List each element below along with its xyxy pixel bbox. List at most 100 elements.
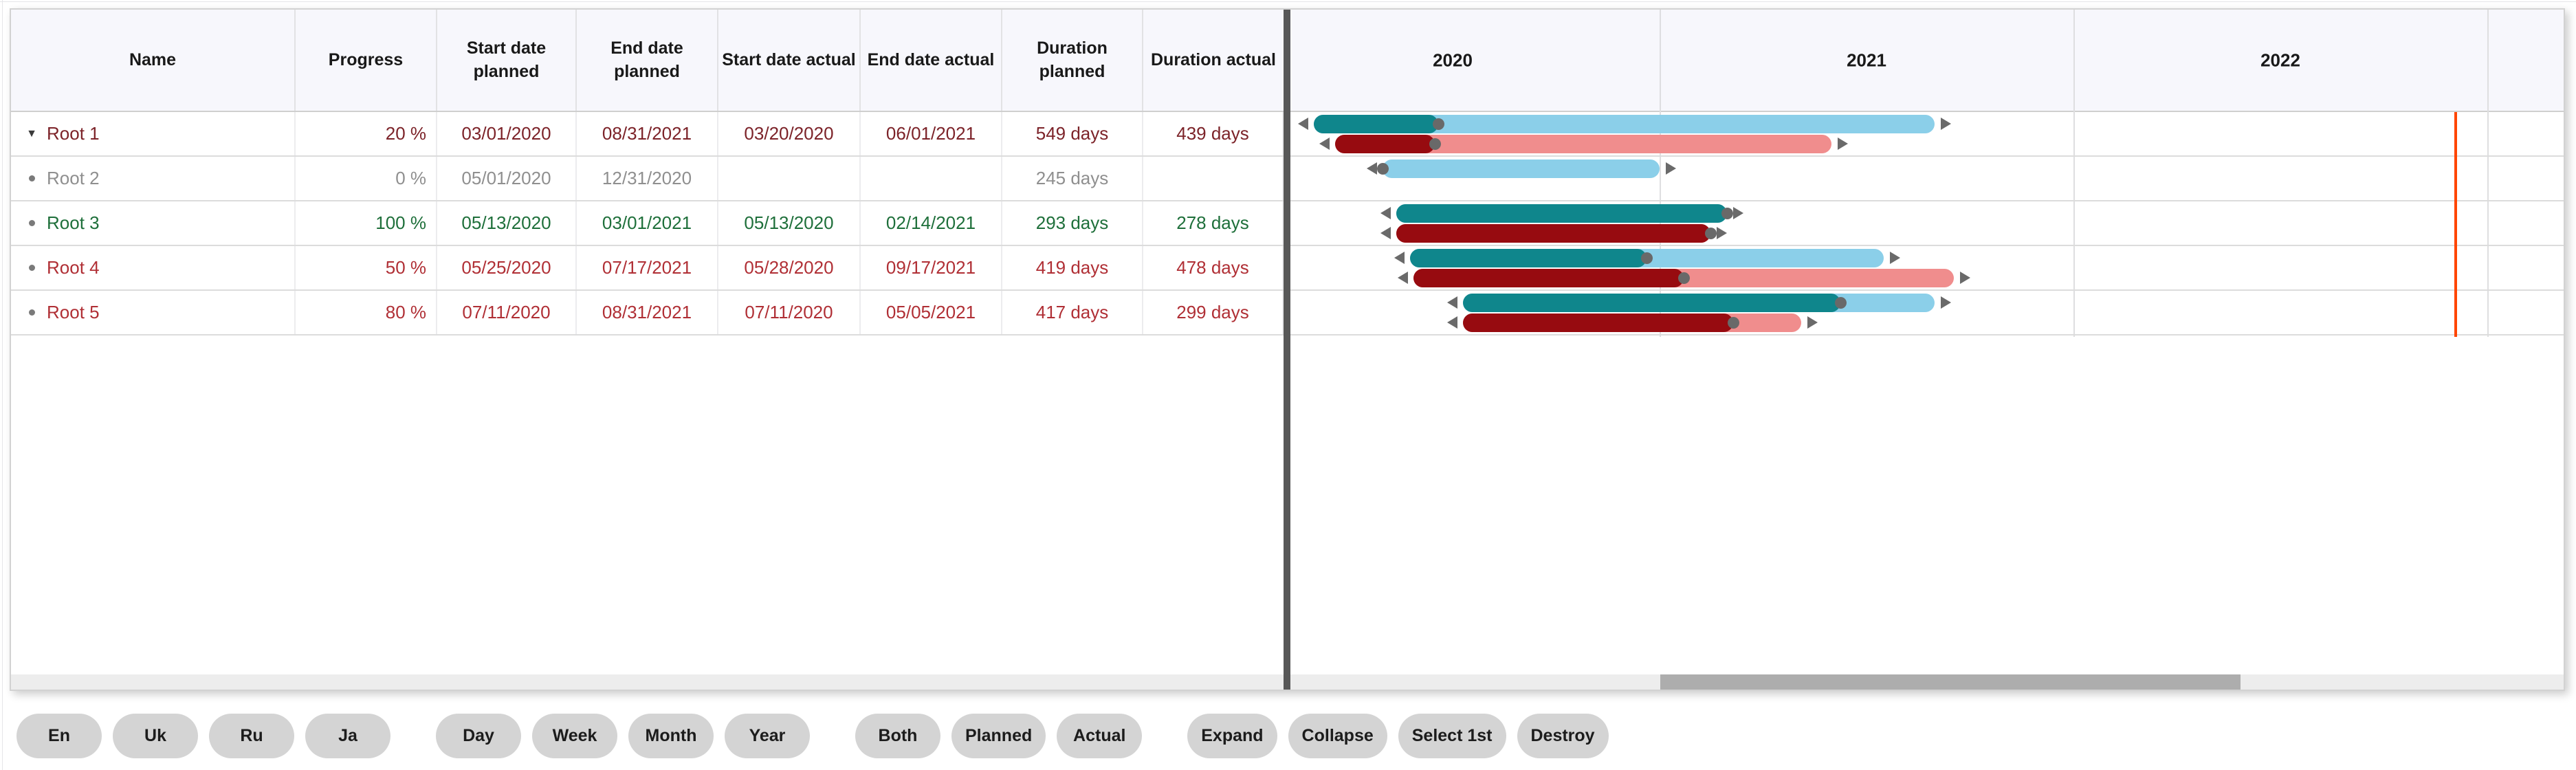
button-collapse[interactable]: Collapse bbox=[1288, 714, 1387, 758]
button-en[interactable]: En bbox=[16, 714, 102, 758]
cell-duration-actual: 478 days bbox=[1143, 246, 1284, 289]
resize-arrow-left[interactable] bbox=[1297, 118, 1308, 130]
cell-duration-planned: 419 days bbox=[1002, 246, 1143, 289]
year-gridline bbox=[1660, 10, 1661, 337]
year-label-2021: 2021 bbox=[1847, 50, 1886, 70]
progress-handle[interactable] bbox=[1429, 138, 1441, 150]
cell-duration-planned: 417 days bbox=[1002, 291, 1143, 334]
cell-name: Root 4 bbox=[11, 246, 296, 289]
cell-duration-actual: 299 days bbox=[1143, 291, 1284, 334]
resize-arrow-right[interactable] bbox=[1941, 296, 1952, 309]
cell-duration-actual: 439 days bbox=[1143, 112, 1284, 155]
resize-arrow-right[interactable] bbox=[1960, 272, 1971, 284]
resize-arrow-right[interactable] bbox=[1665, 162, 1676, 175]
bullet-dot bbox=[28, 309, 35, 316]
cell-duration-actual bbox=[1143, 157, 1284, 200]
bullet-icon bbox=[23, 309, 40, 316]
resize-arrow-left[interactable] bbox=[1380, 227, 1391, 239]
resize-arrow-right[interactable] bbox=[1941, 118, 1952, 130]
actual-progress-fill bbox=[1463, 314, 1734, 332]
splitter-handle[interactable] bbox=[1284, 10, 1290, 690]
planned-progress-fill bbox=[1396, 204, 1728, 223]
cell-start-actual: 07/11/2020 bbox=[718, 291, 861, 334]
button-ru[interactable]: Ru bbox=[209, 714, 294, 758]
table-row[interactable]: Root 5 80 % 07/11/2020 08/31/2021 07/11/2020… bbox=[11, 291, 1284, 336]
bullet-dot bbox=[28, 175, 35, 182]
cell-end-planned: 08/31/2021 bbox=[577, 112, 718, 155]
planned-progress-fill bbox=[1463, 294, 1840, 312]
progress-handle[interactable] bbox=[1721, 208, 1734, 219]
resize-arrow-left[interactable] bbox=[1319, 138, 1330, 150]
cell-start-actual bbox=[718, 157, 861, 200]
column-header-start-planned: Start date planned bbox=[437, 10, 577, 111]
actual-progress-fill bbox=[1335, 135, 1435, 153]
table-row[interactable]: Root 3 100 % 05/13/2020 03/01/2021 05/13/202… bbox=[11, 201, 1284, 246]
planned-progress-fill bbox=[1409, 249, 1647, 267]
button-planned[interactable]: Planned bbox=[951, 714, 1046, 758]
cell-end-planned: 07/17/2021 bbox=[577, 246, 718, 289]
progress-handle[interactable] bbox=[1641, 252, 1653, 264]
resize-arrow-left[interactable] bbox=[1394, 252, 1405, 264]
timeline-row-divider bbox=[1290, 289, 2564, 291]
cell-name: Root 3 bbox=[11, 201, 296, 245]
expander-icon[interactable]: ▼ bbox=[26, 127, 37, 140]
resize-arrow-right[interactable] bbox=[1716, 227, 1727, 239]
progress-handle[interactable] bbox=[1432, 118, 1444, 130]
resize-arrow-left[interactable] bbox=[1367, 162, 1378, 175]
button-year[interactable]: Year bbox=[725, 714, 810, 758]
table-row[interactable]: Root 2 0 % 05/01/2020 12/31/2020 245 days bbox=[11, 157, 1284, 201]
hscrollbar-thumb[interactable] bbox=[1660, 674, 2241, 690]
progress-handle[interactable] bbox=[1728, 317, 1740, 329]
task-name: Root 4 bbox=[47, 257, 100, 278]
cell-start-planned: 03/01/2020 bbox=[437, 112, 577, 155]
button-uk[interactable]: Uk bbox=[113, 714, 198, 758]
progress-handle[interactable] bbox=[1704, 228, 1717, 239]
resize-arrow-left[interactable] bbox=[1447, 316, 1458, 329]
resize-arrow-right[interactable] bbox=[1889, 252, 1900, 264]
cell-start-actual: 05/28/2020 bbox=[718, 246, 861, 289]
planned-bar[interactable] bbox=[1383, 160, 1660, 178]
year-label-2022: 2022 bbox=[2260, 50, 2300, 70]
progress-handle[interactable] bbox=[1834, 297, 1847, 309]
resize-arrow-left[interactable] bbox=[1397, 272, 1408, 284]
table-header: Name Progress Start date planned End dat… bbox=[11, 10, 1284, 112]
resize-arrow-right[interactable] bbox=[1733, 207, 1744, 219]
button-ja[interactable]: Ja bbox=[305, 714, 390, 758]
button-destroy[interactable]: Destroy bbox=[1517, 714, 1609, 758]
task-name: Root 3 bbox=[47, 212, 100, 233]
cell-name: Root 5 bbox=[11, 291, 296, 334]
button-select-1st[interactable]: Select 1st bbox=[1398, 714, 1506, 758]
column-header-end-planned: End date planned bbox=[577, 10, 718, 111]
resize-arrow-left[interactable] bbox=[1447, 296, 1458, 309]
column-header-name: Name bbox=[11, 10, 296, 111]
button-actual[interactable]: Actual bbox=[1057, 714, 1143, 758]
table-row[interactable]: Root 4 50 % 05/25/2020 07/17/2021 05/28/2020… bbox=[11, 246, 1284, 291]
task-name: Root 5 bbox=[47, 302, 100, 322]
button-month[interactable]: Month bbox=[628, 714, 714, 758]
cell-name: ▼ Root 1 bbox=[11, 112, 296, 155]
progress-handle[interactable] bbox=[1678, 272, 1691, 284]
column-header-progress: Progress bbox=[296, 10, 437, 111]
timeline-row-divider bbox=[1290, 200, 2564, 201]
button-expand[interactable]: Expand bbox=[1187, 714, 1277, 758]
button-both[interactable]: Both bbox=[855, 714, 940, 758]
table-row[interactable]: ▼ Root 1 20 % 03/01/2020 08/31/2021 03/20/202… bbox=[11, 112, 1284, 157]
cell-duration-actual: 278 days bbox=[1143, 201, 1284, 245]
page-edge-left bbox=[2, 0, 3, 770]
bullet-dot bbox=[28, 220, 35, 226]
bullet-dot bbox=[28, 265, 35, 271]
cell-name: Root 2 bbox=[11, 157, 296, 200]
cell-end-planned: 12/31/2020 bbox=[577, 157, 718, 200]
resize-arrow-right[interactable] bbox=[1838, 138, 1849, 150]
button-day[interactable]: Day bbox=[436, 714, 521, 758]
progress-handle[interactable] bbox=[1377, 163, 1389, 175]
resize-arrow-left[interactable] bbox=[1380, 207, 1391, 219]
button-week[interactable]: Week bbox=[532, 714, 617, 758]
planned-progress-fill bbox=[1313, 115, 1438, 133]
cell-start-planned: 05/01/2020 bbox=[437, 157, 577, 200]
cell-progress: 100 % bbox=[296, 201, 437, 245]
column-header-start-actual: Start date actual bbox=[718, 10, 861, 111]
bullet-icon bbox=[23, 220, 40, 226]
resize-arrow-right[interactable] bbox=[1807, 316, 1818, 329]
cell-progress: 0 % bbox=[296, 157, 437, 200]
